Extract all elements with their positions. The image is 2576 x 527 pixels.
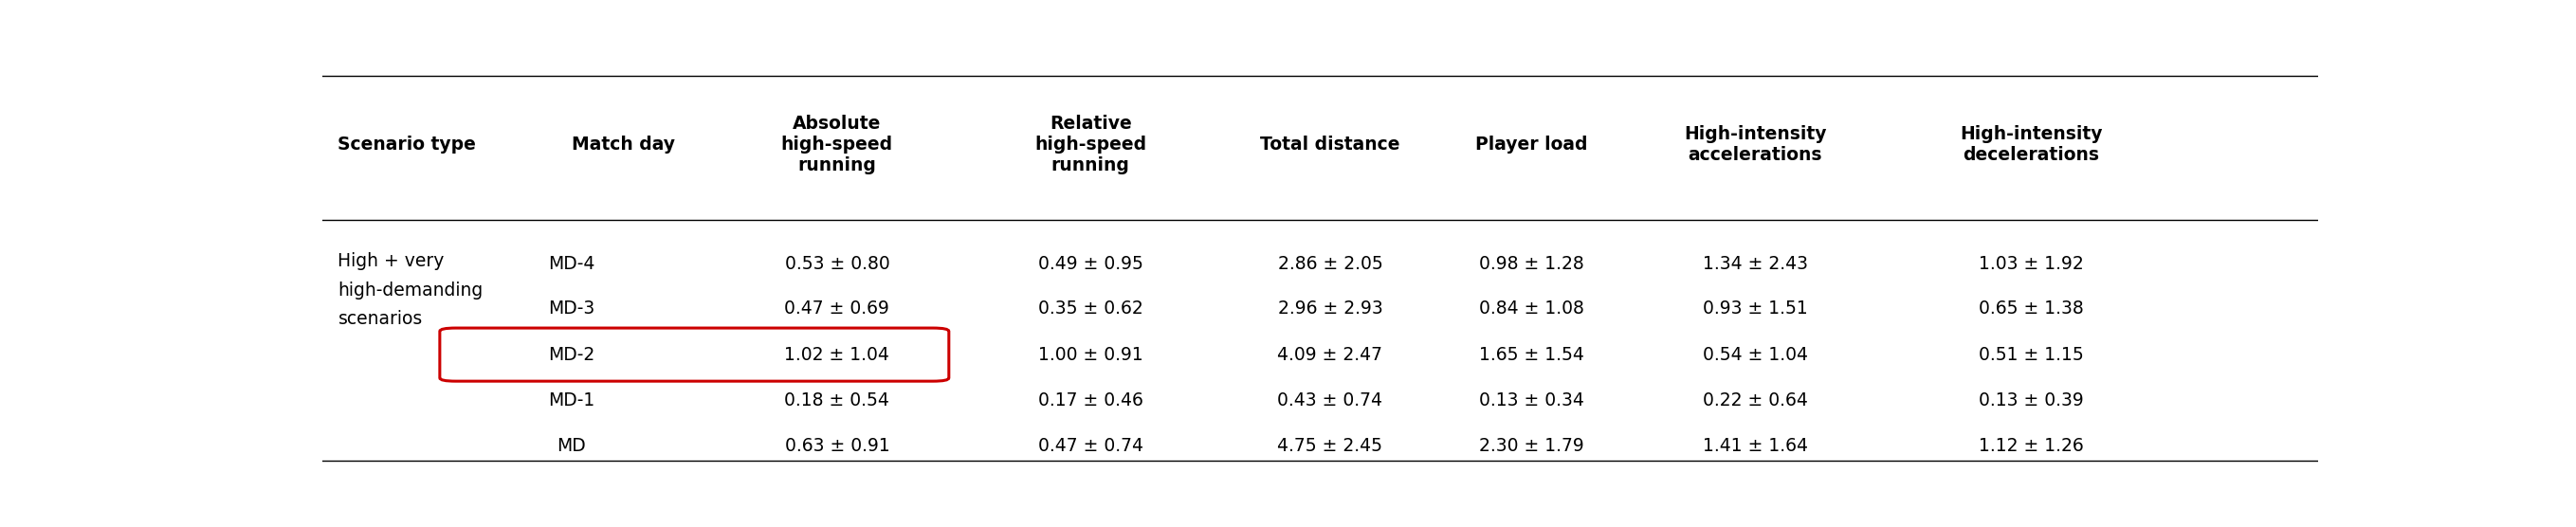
Text: Player load: Player load xyxy=(1476,135,1587,153)
Text: 0.22 ± 0.64: 0.22 ± 0.64 xyxy=(1703,392,1808,410)
Text: Absolute
high-speed
running: Absolute high-speed running xyxy=(781,114,894,174)
Text: Match day: Match day xyxy=(572,135,675,153)
Text: 0.84 ± 1.08: 0.84 ± 1.08 xyxy=(1479,300,1584,318)
Text: MD-3: MD-3 xyxy=(549,300,595,318)
Text: 1.03 ± 1.92: 1.03 ± 1.92 xyxy=(1978,255,2084,273)
Text: Scenario type: Scenario type xyxy=(337,135,477,153)
Text: 1.00 ± 0.91: 1.00 ± 0.91 xyxy=(1038,346,1144,364)
Text: 1.34 ± 2.43: 1.34 ± 2.43 xyxy=(1703,255,1808,273)
Text: 4.75 ± 2.45: 4.75 ± 2.45 xyxy=(1278,436,1383,454)
Text: 0.93 ± 1.51: 0.93 ± 1.51 xyxy=(1703,300,1808,318)
Text: 0.51 ± 1.15: 0.51 ± 1.15 xyxy=(1978,346,2084,364)
Text: 0.13 ± 0.39: 0.13 ± 0.39 xyxy=(1978,392,2084,410)
Text: MD-4: MD-4 xyxy=(549,255,595,273)
Text: MD-2: MD-2 xyxy=(549,346,595,364)
Text: 1.02 ± 1.04: 1.02 ± 1.04 xyxy=(786,346,889,364)
Text: 0.47 ± 0.74: 0.47 ± 0.74 xyxy=(1038,436,1144,454)
Text: 0.13 ± 0.34: 0.13 ± 0.34 xyxy=(1479,392,1584,410)
Text: 4.09 ± 2.47: 4.09 ± 2.47 xyxy=(1278,346,1383,364)
Text: 0.54 ± 1.04: 0.54 ± 1.04 xyxy=(1703,346,1808,364)
Text: 0.98 ± 1.28: 0.98 ± 1.28 xyxy=(1479,255,1584,273)
Text: MD-1: MD-1 xyxy=(549,392,595,410)
Text: Total distance: Total distance xyxy=(1260,135,1401,153)
Text: 0.17 ± 0.46: 0.17 ± 0.46 xyxy=(1038,392,1144,410)
Text: 2.86 ± 2.05: 2.86 ± 2.05 xyxy=(1278,255,1383,273)
Text: MD: MD xyxy=(556,436,587,454)
Text: Relative
high-speed
running: Relative high-speed running xyxy=(1036,114,1146,174)
Text: 1.65 ± 1.54: 1.65 ± 1.54 xyxy=(1479,346,1584,364)
Text: 2.96 ± 2.93: 2.96 ± 2.93 xyxy=(1278,300,1383,318)
Text: High-intensity
decelerations: High-intensity decelerations xyxy=(1960,125,2102,164)
Text: 1.41 ± 1.64: 1.41 ± 1.64 xyxy=(1703,436,1808,454)
Text: 0.47 ± 0.69: 0.47 ± 0.69 xyxy=(786,300,889,318)
Text: 0.18 ± 0.54: 0.18 ± 0.54 xyxy=(786,392,889,410)
Text: high-demanding: high-demanding xyxy=(337,281,484,299)
Text: High + very: High + very xyxy=(337,252,446,270)
Text: 0.35 ± 0.62: 0.35 ± 0.62 xyxy=(1038,300,1144,318)
Text: 0.53 ± 0.80: 0.53 ± 0.80 xyxy=(786,255,889,273)
Text: 2.30 ± 1.79: 2.30 ± 1.79 xyxy=(1479,436,1584,454)
Text: 0.63 ± 0.91: 0.63 ± 0.91 xyxy=(786,436,889,454)
Text: scenarios: scenarios xyxy=(337,310,422,328)
Text: 0.49 ± 0.95: 0.49 ± 0.95 xyxy=(1038,255,1144,273)
Text: 0.43 ± 0.74: 0.43 ± 0.74 xyxy=(1278,392,1383,410)
Text: 0.65 ± 1.38: 0.65 ± 1.38 xyxy=(1978,300,2084,318)
Text: 1.12 ± 1.26: 1.12 ± 1.26 xyxy=(1978,436,2084,454)
Text: High-intensity
accelerations: High-intensity accelerations xyxy=(1685,125,1826,164)
